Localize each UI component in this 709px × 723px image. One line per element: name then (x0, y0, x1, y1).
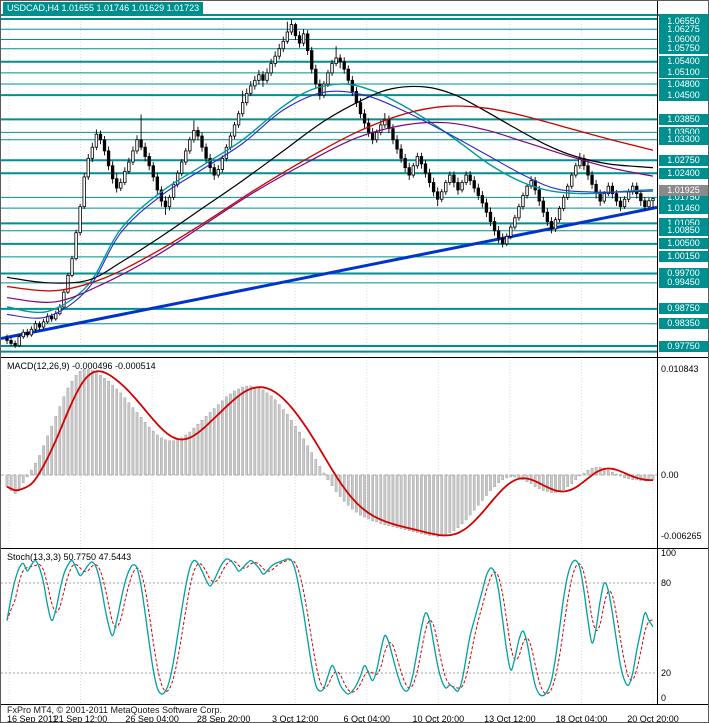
price-level-label: 1.04800 (659, 78, 708, 90)
time-axis-label: 16 Sep 2011 (7, 714, 58, 723)
time-scale[interactable]: 16 Sep 2011 21 Sep 12:00 26 Sep 04:00 28 Se… (1, 704, 708, 723)
price-level-label: 0.99700 (659, 268, 708, 280)
ma-black (6, 85, 654, 284)
price-level-label: 1.01750 (659, 191, 708, 203)
time-axis-label: 21 Sep 12:00 (53, 714, 108, 723)
price-level-label: 1.06275 (659, 23, 708, 35)
stoch-lines (1, 558, 657, 697)
time-axis-label: 26 Sep 04:00 (125, 714, 179, 723)
time-axis-label: 6 Oct 04:00 (343, 714, 391, 723)
stoch-axis-label: 100 (661, 548, 677, 558)
price-level-label: 1.01460 (659, 202, 708, 214)
price-level-label: 0.99450 (659, 277, 708, 289)
panel-borders (1, 1, 708, 705)
price-level-label: 0.98350 (659, 318, 708, 330)
macd-axis-label: -0.006265 (661, 531, 702, 542)
moving-averages (6, 83, 654, 319)
stoch-axis-label: 0 (661, 693, 667, 703)
price-level-label: 1.03500 (659, 126, 708, 138)
time-axis-label: 18 Oct 04:00 (555, 714, 608, 723)
time-axis-label: 10 Oct 20:00 (412, 714, 465, 723)
time-axis-label: 20 Oct 20:00 (627, 714, 679, 723)
stoch-indicator-label: Stoch(13,3,3) 50.7750 47.5443 (7, 552, 132, 562)
price-level-label: 1.02400 (659, 167, 708, 179)
price-level-label: 1.04500 (659, 89, 708, 101)
stoch-axis-label: 80 (661, 578, 672, 588)
grid-lines (8, 15, 654, 703)
price-scale[interactable]: 1.06550 1.06275 1.06000 1.05750 1.05400 1.051… (658, 1, 708, 704)
macd-histogram (1, 369, 657, 537)
ma-red (6, 105, 654, 292)
macd-axis-label: 0.010843 (661, 363, 699, 374)
price-level-label: 1.03300 (659, 134, 708, 146)
price-level-label: 1.00150 (659, 251, 708, 263)
trendline (1, 205, 658, 341)
price-level-label: 1.05100 (659, 67, 708, 79)
time-axis-label: 3 Oct 12:00 (271, 714, 319, 723)
macd-signal-line (6, 370, 654, 537)
ma-blue (6, 90, 654, 319)
support-resistance-levels (1, 18, 657, 353)
price-level-label: 1.05750 (659, 43, 708, 55)
price-level-label: 1.06000 (659, 33, 708, 45)
chart-title-tag: USDCAD,H4 1.01655 1.01746 1.01629 1.0172… (3, 2, 204, 14)
price-level-label: 1.01050 (659, 217, 708, 229)
indicator-scales[interactable]: 0.010843 0.00 -0.006265 100 80 20 0 (658, 1, 708, 704)
ma-purple (6, 121, 654, 303)
price-level-label: 1.05400 (659, 56, 708, 68)
price-level-label: 1.00850 (659, 225, 708, 237)
price-level-label: 0.97750 (659, 340, 708, 352)
price-level-label: 0.98750 (659, 303, 708, 315)
macd-indicator-label: MACD(12,26,9) -0.000496 -0.000514 (7, 361, 156, 371)
price-level-label: 1.03850 (659, 113, 708, 125)
time-axis-label: 28 Sep 20:00 (196, 714, 251, 723)
price-level-label: 1.06550 (659, 15, 708, 27)
current-price-label: 1.01925 (659, 185, 708, 197)
ma-teal (6, 83, 654, 314)
price-level-label: 1.02750 (659, 154, 708, 166)
candles-group (5, 19, 655, 348)
macd-axis-label: 0.00 (661, 470, 679, 480)
stoch-axis-label: 20 (661, 668, 672, 678)
price-level-label: 1.00500 (659, 238, 708, 250)
copyright-text: FxPro MT4, © 2001-2011 MetaQuotes Softwa… (7, 705, 223, 715)
time-axis-label: 13 Oct 12:00 (484, 714, 536, 723)
